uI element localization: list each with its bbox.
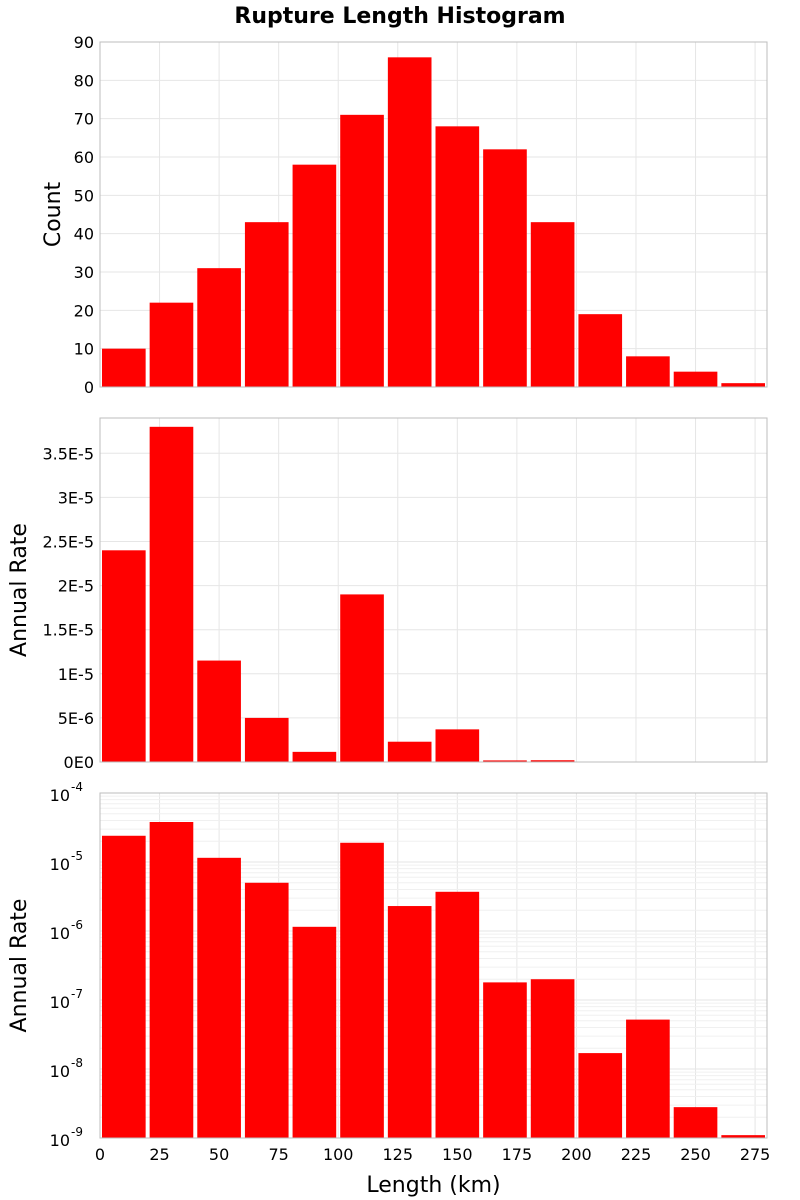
chart-title: Rupture Length Histogram	[234, 4, 565, 29]
y-axis-label: Annual Rate	[7, 523, 32, 657]
bar	[435, 729, 480, 762]
bar	[292, 751, 337, 762]
bar	[244, 222, 289, 387]
x-tick-label: 150	[442, 1145, 473, 1164]
y-axis-label: Count	[41, 181, 66, 247]
y-tick-label: 20	[74, 301, 94, 320]
y-tick-label: 2E-5	[58, 577, 94, 596]
bar	[244, 882, 289, 1138]
x-tick-label: 25	[149, 1145, 169, 1164]
y-tick-exponent: -4	[71, 780, 83, 794]
y-tick-label: 50	[74, 186, 94, 205]
x-tick-label: 50	[209, 1145, 229, 1164]
bar	[483, 982, 527, 1138]
bar	[387, 741, 432, 762]
bar	[721, 1135, 765, 1138]
bar	[340, 842, 384, 1138]
x-tick-label: 175	[502, 1145, 533, 1164]
bar	[149, 821, 194, 1138]
y-tick-label: 1E-5	[58, 665, 94, 684]
x-tick-label: 275	[740, 1145, 771, 1164]
bar	[102, 550, 146, 762]
y-tick-label: 0E0	[64, 753, 94, 772]
y-tick-label: 10	[50, 1062, 70, 1081]
y-tick-label: 70	[74, 110, 94, 129]
bar	[149, 426, 194, 762]
y-tick-label: 10	[50, 924, 70, 943]
bar	[387, 906, 432, 1138]
x-tick-label: 125	[382, 1145, 413, 1164]
y-tick-exponent: -8	[71, 1056, 83, 1070]
bar	[149, 302, 194, 387]
bar	[340, 114, 384, 387]
bar	[102, 348, 146, 387]
y-tick-label: 10	[50, 855, 70, 874]
y-tick-label: 40	[74, 225, 94, 244]
bar	[197, 268, 241, 387]
plots-container: 0 10 20 30 40 50 60 70 80 90 Count 0E0 5E-6 1E-5 1.5E-…	[7, 33, 770, 1198]
bar	[197, 660, 241, 762]
y-tick-label: 60	[74, 148, 94, 167]
bar	[244, 717, 289, 762]
bar	[102, 835, 146, 1138]
bar	[435, 891, 480, 1138]
rate-linear-histogram-panel: 0E0 5E-6 1E-5 1.5E-5 2E-5 2.5E-5 3E-5 3.5E-5 Ann…	[7, 417, 768, 772]
x-tick-label: 0	[95, 1145, 105, 1164]
y-tick-exponent: -5	[71, 849, 83, 863]
y-tick-exponent: -6	[71, 918, 83, 932]
y-tick-label: 5E-6	[58, 709, 94, 728]
bar	[626, 356, 670, 387]
bar	[530, 979, 575, 1138]
x-axis-label: Length (km)	[366, 1173, 500, 1198]
y-tick-label: 10	[50, 993, 70, 1012]
y-tick-label: 30	[74, 263, 94, 282]
x-tick-label: 250	[680, 1145, 711, 1164]
bar	[292, 164, 337, 387]
bar	[578, 314, 623, 387]
y-tick-label: 2.5E-5	[42, 532, 94, 551]
bar	[292, 926, 337, 1138]
bar	[721, 383, 765, 387]
plot-border	[99, 417, 768, 763]
x-tick-label: 100	[323, 1145, 354, 1164]
bar	[626, 1019, 670, 1138]
y-tick-label: 3.5E-5	[42, 444, 94, 463]
y-tick-label: 3E-5	[58, 488, 94, 507]
plot-border	[99, 41, 768, 388]
x-tick-label: 225	[621, 1145, 652, 1164]
bar	[673, 371, 718, 387]
y-tick-label: 10	[74, 340, 94, 359]
bar	[530, 760, 575, 762]
bar	[530, 222, 575, 387]
y-tick-exponent: -7	[71, 987, 83, 1001]
x-tick-label: 75	[268, 1145, 288, 1164]
bar	[197, 857, 241, 1138]
plot-border	[99, 792, 768, 1139]
y-tick-exponent: -9	[71, 1125, 83, 1139]
bar	[435, 126, 480, 387]
y-tick-label: 0	[84, 378, 94, 397]
y-tick-label: 10	[50, 1131, 70, 1150]
y-tick-label: 80	[74, 71, 94, 90]
bar	[578, 1053, 623, 1138]
x-tick-label: 200	[561, 1145, 592, 1164]
bar	[483, 760, 527, 762]
count-histogram-panel: 0 10 20 30 40 50 60 70 80 90 Count	[41, 33, 768, 397]
y-tick-label: 1.5E-5	[42, 621, 94, 640]
y-tick-label: 10	[50, 786, 70, 805]
bar	[483, 149, 527, 387]
y-tick-label: 90	[74, 33, 94, 52]
bar	[673, 1107, 718, 1138]
y-axis-label: Annual Rate	[7, 899, 32, 1033]
bar	[340, 594, 384, 762]
bar	[387, 57, 432, 387]
